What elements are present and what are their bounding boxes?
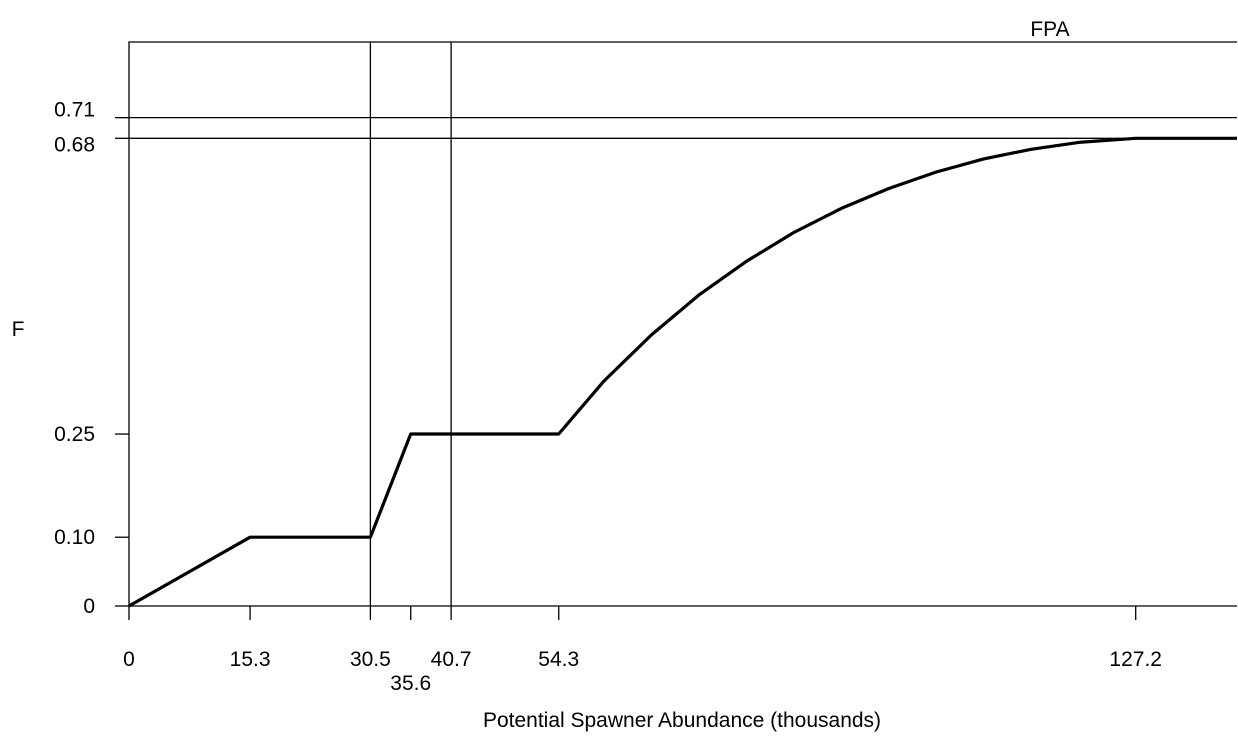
y-tick-label: 0 (83, 595, 95, 618)
x-tick-label: 54.3 (538, 648, 579, 671)
x-tick-label: 127.2 (1109, 648, 1162, 671)
x-axis-label: Potential Spawner Abundance (thousands) (483, 709, 881, 732)
fishing-rate-curve (128, 136, 1237, 608)
x-tick-label: 30.5 (350, 648, 391, 671)
x-tick-label: 15.3 (230, 648, 271, 671)
chart-title: FPA (1030, 18, 1069, 41)
x-tick-label: 40.7 (431, 648, 472, 671)
y-tick-label: 0.25 (54, 423, 95, 446)
y-tick-label: 0.68 (54, 133, 95, 156)
y-tick-label: 0.71 (54, 99, 95, 122)
x-tick-label: 35.6 (390, 672, 431, 695)
y-axis-label: F (12, 318, 25, 341)
plot-frame (128, 41, 1237, 607)
y-tick-label: 0.10 (54, 526, 95, 549)
x-tick-label: 0 (123, 648, 135, 671)
